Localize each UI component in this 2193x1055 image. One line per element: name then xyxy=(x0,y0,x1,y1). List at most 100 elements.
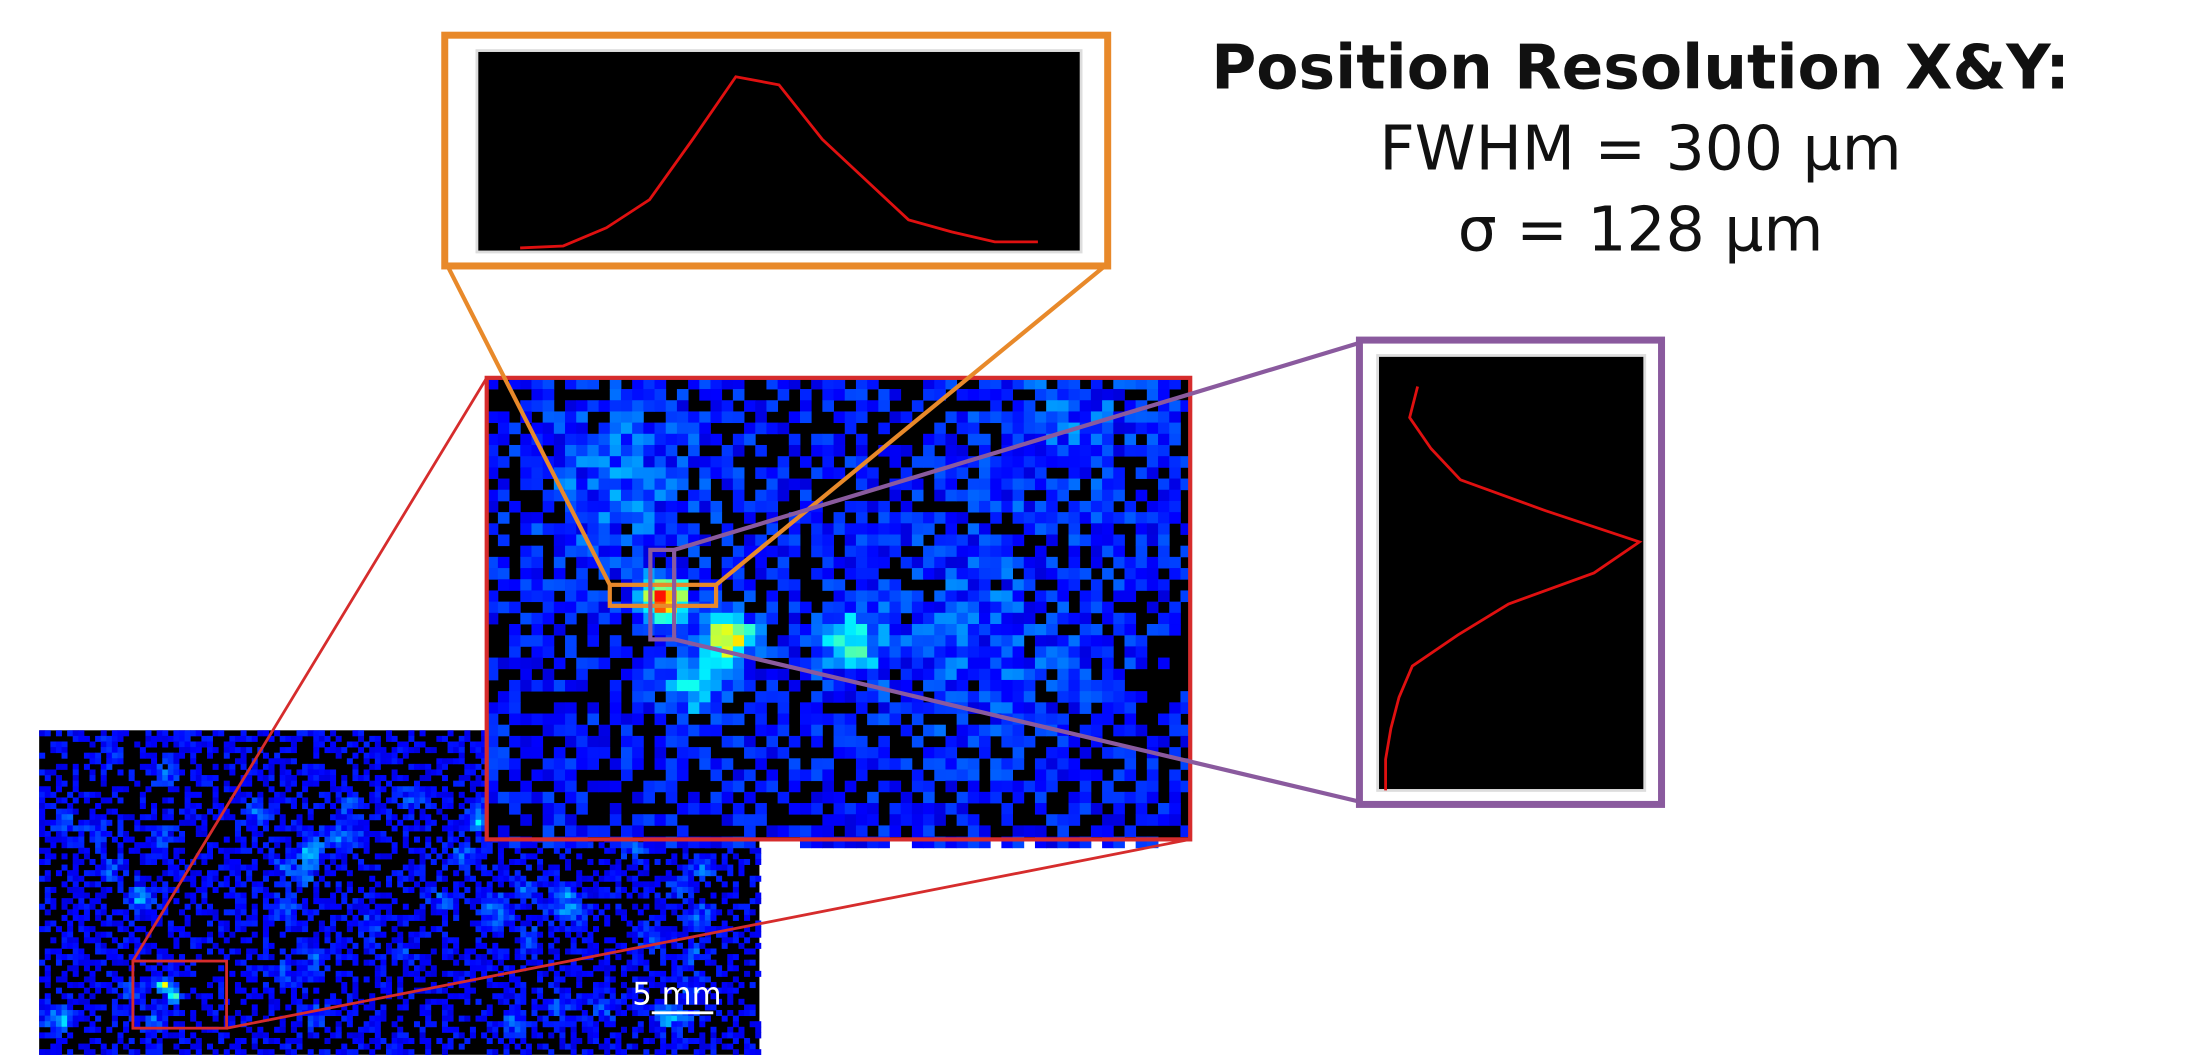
zoom-pixel xyxy=(1169,467,1181,479)
overview-pixel xyxy=(302,921,308,927)
zoom-pixel xyxy=(755,411,767,423)
overview-pixel xyxy=(587,937,593,943)
overview-pixel xyxy=(347,842,353,848)
overview-pixel xyxy=(727,1027,733,1033)
zoom-pixel xyxy=(1169,456,1181,468)
overview-pixel xyxy=(364,831,370,837)
zoom-pixel xyxy=(576,445,588,457)
overview-pixel xyxy=(134,893,140,899)
overview-pixel xyxy=(313,842,319,848)
overview-pixel xyxy=(190,988,196,994)
overview-pixel xyxy=(190,741,196,747)
overview-pixel xyxy=(246,814,252,820)
overview-pixel xyxy=(179,909,185,915)
overview-pixel xyxy=(487,921,493,927)
overview-pixel xyxy=(269,1049,275,1055)
overview-pixel xyxy=(302,960,308,966)
overview-pixel xyxy=(134,1021,140,1027)
overview-pixel xyxy=(453,820,459,826)
overview-pixel xyxy=(643,904,649,910)
overview-pixel xyxy=(285,758,291,764)
overview-pixel xyxy=(347,937,353,943)
overview-pixel xyxy=(218,881,224,887)
overview-pixel xyxy=(341,786,347,792)
zoom-pixel xyxy=(599,400,611,412)
overview-pixel xyxy=(727,893,733,899)
overview-pixel xyxy=(710,865,716,871)
overview-pixel xyxy=(330,837,336,843)
overview-pixel xyxy=(565,948,571,954)
zoom-pixel xyxy=(1080,445,1092,457)
overview-pixel xyxy=(436,1038,442,1044)
overview-pixel xyxy=(330,769,336,775)
overview-pixel xyxy=(330,993,336,999)
overview-pixel xyxy=(503,1044,509,1050)
overview-pixel xyxy=(347,792,353,798)
overview-pixel xyxy=(403,887,409,893)
zoom-pixel xyxy=(856,400,868,412)
overview-pixel xyxy=(369,764,375,770)
overview-pixel xyxy=(604,1038,610,1044)
overview-pixel xyxy=(420,876,426,882)
overview-pixel xyxy=(459,893,465,899)
overview-pixel xyxy=(291,870,297,876)
overview-pixel xyxy=(755,893,761,899)
overview-pixel xyxy=(241,909,247,915)
overview-pixel xyxy=(408,736,414,742)
overview-pixel xyxy=(476,898,482,904)
overview-pixel xyxy=(750,898,756,904)
overview-pixel xyxy=(196,1021,202,1027)
overview-pixel xyxy=(117,921,123,927)
zoom-pixel xyxy=(979,602,991,614)
overview-pixel xyxy=(67,909,73,915)
overview-pixel xyxy=(291,736,297,742)
overview-pixel xyxy=(134,915,140,921)
overview-pixel xyxy=(90,993,96,999)
overview-pixel xyxy=(431,999,437,1005)
overview-pixel xyxy=(481,921,487,927)
zoom-pixel xyxy=(1124,557,1136,569)
overview-pixel xyxy=(705,1016,711,1022)
overview-pixel xyxy=(403,747,409,753)
overview-pixel xyxy=(285,775,291,781)
zoom-pixel xyxy=(599,479,611,491)
overview-pixel xyxy=(67,932,73,938)
overview-pixel xyxy=(162,848,168,854)
overview-pixel xyxy=(520,921,526,927)
zoom-pixel xyxy=(912,512,924,524)
overview-pixel xyxy=(168,965,174,971)
overview-pixel xyxy=(347,1016,353,1022)
overview-pixel xyxy=(347,1032,353,1038)
zoom-pixel xyxy=(688,411,700,423)
overview-pixel xyxy=(341,988,347,994)
overview-pixel xyxy=(537,1044,543,1050)
overview-pixel xyxy=(252,797,258,803)
overview-pixel xyxy=(173,741,179,747)
overview-pixel xyxy=(201,831,207,837)
overview-pixel xyxy=(375,814,381,820)
overview-pixel xyxy=(487,915,493,921)
overview-pixel xyxy=(576,853,582,859)
overview-pixel xyxy=(123,786,129,792)
overview-pixel xyxy=(39,1004,45,1010)
overview-pixel xyxy=(263,781,269,787)
overview-pixel xyxy=(688,1016,694,1022)
overview-pixel xyxy=(671,893,677,899)
overview-pixel xyxy=(324,865,330,871)
overview-pixel xyxy=(302,943,308,949)
overview-pixel xyxy=(207,921,213,927)
overview-pixel xyxy=(229,859,235,865)
overview-pixel xyxy=(73,915,79,921)
overview-pixel xyxy=(78,898,84,904)
overview-pixel xyxy=(280,736,286,742)
overview-pixel xyxy=(213,797,219,803)
zoom-pixel xyxy=(699,434,711,446)
zoom-pixel xyxy=(1013,400,1025,412)
overview-pixel xyxy=(39,976,45,982)
overview-pixel xyxy=(269,954,275,960)
overview-pixel xyxy=(224,954,230,960)
overview-pixel xyxy=(313,870,319,876)
overview-pixel xyxy=(297,769,303,775)
overview-pixel xyxy=(347,797,353,803)
overview-pixel xyxy=(694,853,700,859)
